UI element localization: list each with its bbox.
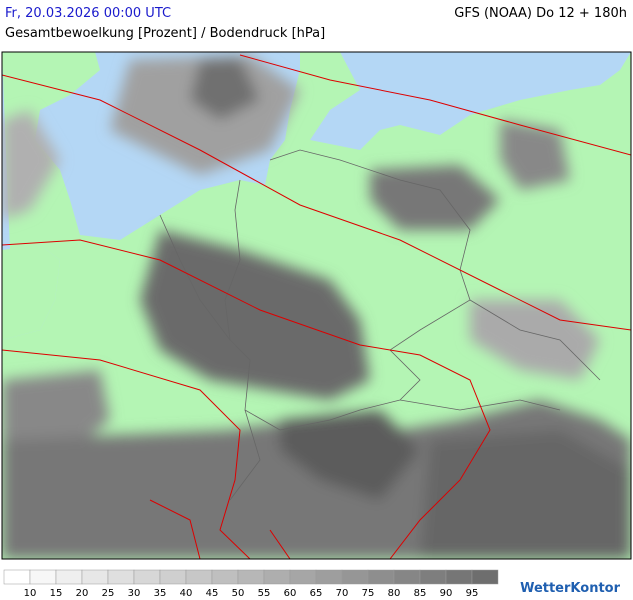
legend-swatch — [185, 569, 213, 585]
model-run: GFS (NOAA) Do 12 + 180h — [454, 6, 627, 21]
brand: WetterKontor — [520, 581, 621, 596]
legend-label: 70 — [336, 588, 349, 599]
legend-swatch — [81, 569, 109, 585]
legend: 10 15 20 25 30 35 40 45 50 55 60 65 70 75 80 85 90 95 — [3, 569, 499, 599]
map-frame — [1, 51, 632, 560]
legend-label: 65 — [310, 588, 323, 599]
legend-label: 95 — [466, 588, 479, 599]
legend-swatch — [237, 569, 265, 585]
baltic-sea — [310, 52, 631, 150]
legend-label: 15 — [50, 588, 63, 599]
legend-label: 80 — [388, 588, 401, 599]
legend-swatch — [315, 569, 343, 585]
borders — [159, 149, 601, 501]
legend-label: 90 — [440, 588, 453, 599]
legend-swatch — [107, 569, 135, 585]
date: Fr, 20.03.2026 00:00 UTC — [5, 6, 172, 21]
legend-label: 30 — [128, 588, 141, 599]
legend-swatch — [263, 569, 291, 585]
legend-label: 55 — [258, 588, 271, 599]
legend-label: 50 — [232, 588, 245, 599]
legend-swatch — [3, 569, 31, 585]
legend-swatch — [211, 569, 239, 585]
legend-label: 60 — [284, 588, 297, 599]
legend-swatch — [133, 569, 161, 585]
legend-label: 35 — [154, 588, 167, 599]
legend-swatch — [29, 569, 57, 585]
legend-label: 75 — [362, 588, 375, 599]
isobars — [2, 54, 631, 559]
land-west — [2, 245, 60, 340]
legend-swatch — [159, 569, 187, 585]
legend-label: 85 — [414, 588, 427, 599]
map-title: Gesamtbewoelkung [Prozent] / Bodendruck … — [5, 26, 326, 41]
legend-label: 40 — [180, 588, 193, 599]
clouds — [2, 55, 631, 559]
legend-swatch — [393, 569, 421, 585]
legend-swatch — [367, 569, 395, 585]
map-area — [2, 52, 631, 559]
legend-swatch — [471, 569, 499, 585]
legend-swatch — [445, 569, 473, 585]
legend-label: 45 — [206, 588, 219, 599]
legend-swatch — [55, 569, 83, 585]
legend-label: 10 — [24, 588, 37, 599]
legend-swatch — [419, 569, 447, 585]
legend-label: 20 — [76, 588, 89, 599]
legend-swatch — [289, 569, 317, 585]
legend-label: 25 — [102, 588, 115, 599]
legend-swatch — [341, 569, 369, 585]
